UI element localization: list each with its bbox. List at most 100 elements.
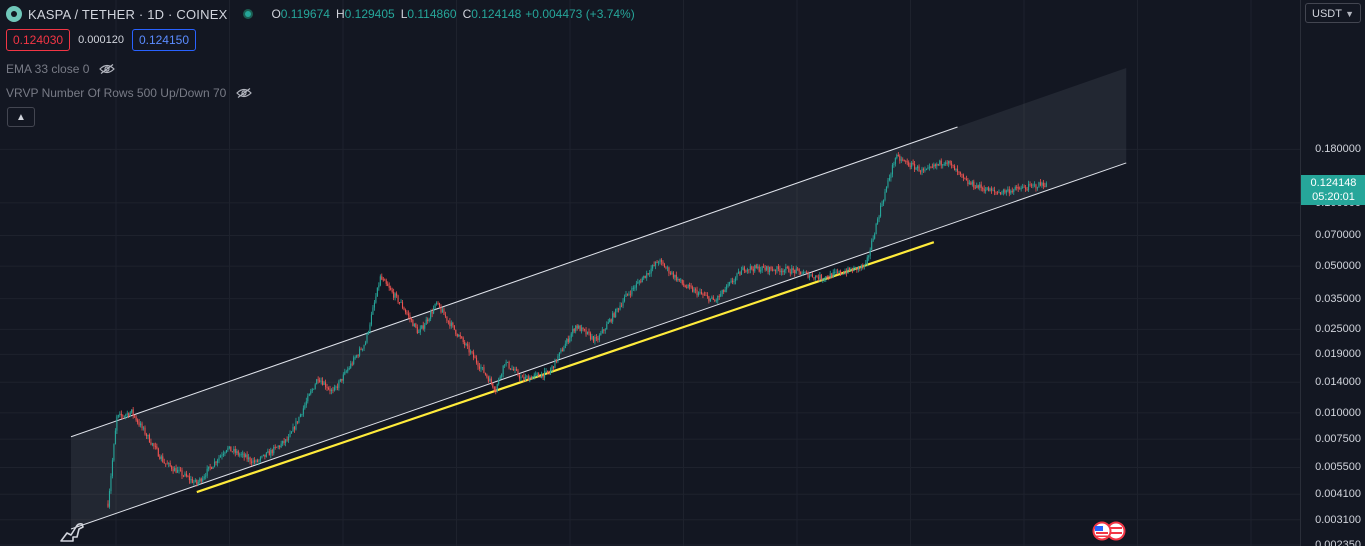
candle-body bbox=[1010, 190, 1012, 194]
candle-body bbox=[498, 378, 500, 385]
candle-body bbox=[1039, 182, 1041, 186]
candle-body bbox=[665, 267, 667, 269]
economic-events-icon[interactable] bbox=[1090, 521, 1130, 541]
candle-body bbox=[668, 267, 670, 274]
candle-body bbox=[151, 443, 153, 445]
candle-body bbox=[937, 164, 939, 165]
candle-body bbox=[480, 367, 482, 369]
candle-body bbox=[108, 491, 111, 507]
candle-body bbox=[845, 271, 848, 274]
candle-body bbox=[868, 255, 870, 258]
candle-body bbox=[928, 166, 930, 168]
candle-body bbox=[456, 334, 458, 337]
candle-body bbox=[578, 325, 580, 329]
candle-body bbox=[743, 267, 745, 271]
indicator-ema[interactable]: EMA 33 close 0 bbox=[6, 62, 116, 76]
candle-body bbox=[798, 269, 800, 272]
candle-body bbox=[529, 377, 531, 381]
candle-body bbox=[296, 421, 298, 423]
candle-body bbox=[625, 293, 627, 298]
candle-body bbox=[558, 352, 560, 357]
candle-body bbox=[242, 453, 244, 455]
ohlc-open: O0.119674 bbox=[271, 7, 330, 21]
support-trendline[interactable] bbox=[196, 241, 935, 494]
candle-body bbox=[248, 457, 250, 460]
candle-body bbox=[372, 307, 374, 315]
collapse-legend-button[interactable]: ▲ bbox=[7, 107, 35, 127]
symbol-title[interactable]: KASPA / TETHER · 1D · COINEX bbox=[28, 6, 228, 22]
buy-button[interactable]: 0.124150 bbox=[131, 29, 197, 51]
sell-button[interactable]: 0.124030 bbox=[6, 29, 71, 51]
candle-body bbox=[551, 366, 553, 370]
candle-body bbox=[674, 274, 676, 278]
candle-body bbox=[252, 460, 254, 463]
candle-body bbox=[742, 267, 744, 271]
candle-body bbox=[703, 294, 705, 296]
candle-body bbox=[1007, 189, 1009, 191]
currency-selector[interactable]: USDT ▼ bbox=[1305, 3, 1361, 23]
candle-body bbox=[968, 182, 970, 185]
parallel-channel-fill[interactable] bbox=[71, 68, 1127, 530]
candle-body bbox=[541, 374, 543, 378]
candle-body bbox=[517, 370, 519, 376]
candle-body bbox=[319, 380, 321, 382]
candle-body bbox=[194, 479, 196, 482]
price-chart[interactable] bbox=[0, 0, 1300, 546]
candle-body bbox=[159, 456, 161, 459]
candle-body bbox=[902, 159, 904, 161]
candle-body bbox=[367, 331, 370, 334]
candle-body bbox=[484, 372, 486, 375]
channel-lower-line[interactable] bbox=[70, 162, 1127, 530]
candle-body bbox=[675, 274, 677, 281]
candle-body bbox=[595, 337, 597, 339]
candle-body bbox=[548, 372, 550, 374]
candle-body bbox=[362, 348, 364, 350]
candle-body bbox=[844, 271, 846, 274]
candle-body bbox=[850, 269, 852, 271]
indicator-vrvp[interactable]: VRVP Number Of Rows 500 Up/Down 70 bbox=[6, 86, 253, 100]
candle-body bbox=[433, 308, 435, 314]
candle-body bbox=[243, 453, 245, 458]
candle-body bbox=[379, 276, 381, 286]
candle-body bbox=[769, 267, 771, 273]
candle-body bbox=[643, 275, 645, 279]
price-axis[interactable]: 0.1800000.1000000.0700000.0500000.035000… bbox=[1300, 0, 1365, 546]
candle-body bbox=[464, 341, 466, 345]
candle-body bbox=[187, 476, 189, 478]
candle-body bbox=[126, 413, 128, 415]
candle-body bbox=[965, 178, 967, 181]
candle-body bbox=[246, 454, 248, 460]
candle-body bbox=[327, 388, 330, 390]
candle-body bbox=[424, 324, 426, 329]
candle-body bbox=[357, 355, 359, 357]
candle-body bbox=[1032, 184, 1034, 186]
candle-body bbox=[403, 307, 405, 311]
candle-body bbox=[745, 270, 747, 272]
candle-body bbox=[307, 395, 309, 402]
candle-body bbox=[344, 371, 346, 375]
channel-upper-line[interactable] bbox=[70, 126, 958, 438]
candle-body bbox=[557, 356, 559, 362]
candle-body bbox=[621, 305, 623, 307]
candle-body bbox=[521, 376, 523, 378]
candle-body bbox=[236, 451, 238, 453]
candle-body bbox=[193, 481, 195, 483]
candle-body bbox=[364, 342, 367, 345]
candle-body bbox=[672, 272, 674, 278]
candle-body bbox=[440, 307, 442, 313]
candle-body bbox=[789, 272, 791, 274]
candle-body bbox=[1020, 187, 1022, 190]
candle-body bbox=[481, 367, 483, 369]
candle-body bbox=[586, 331, 589, 335]
tradingview-logo-icon[interactable] bbox=[58, 517, 86, 543]
candle-body bbox=[478, 366, 481, 369]
hidden-eye-icon[interactable] bbox=[99, 64, 116, 74]
candle-body bbox=[154, 445, 156, 447]
hidden-eye-icon[interactable] bbox=[236, 88, 253, 98]
candle-body bbox=[632, 287, 634, 289]
candle-body bbox=[560, 349, 562, 353]
candle-body bbox=[869, 249, 871, 256]
candle-body bbox=[896, 154, 898, 159]
candle-body bbox=[616, 308, 618, 310]
candle-body bbox=[299, 414, 301, 418]
